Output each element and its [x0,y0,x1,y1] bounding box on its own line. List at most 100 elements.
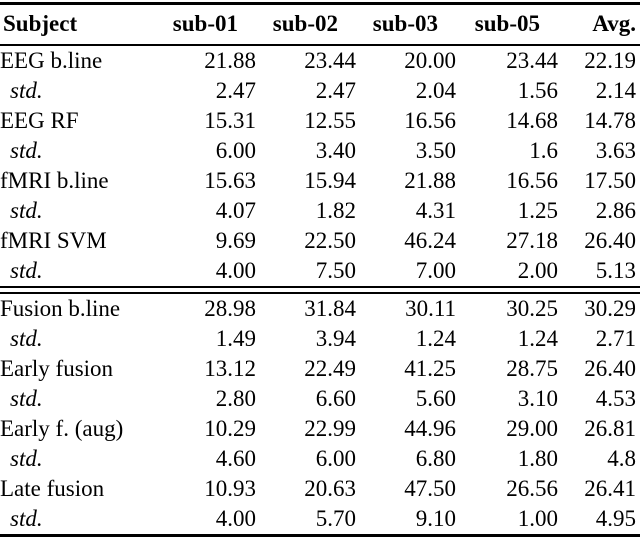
cell-value: 47.50 [404,475,456,501]
cell-value: 28.98 [204,295,256,321]
row-label: Late fusion [0,475,105,501]
cell-value: 2.80 [215,385,256,411]
cell-value: 4.60 [215,445,256,471]
cell-value: 15.63 [204,167,256,193]
table-row: Early f. (aug) 10.29 22.99 44.96 29.00 2… [0,414,640,444]
cell-value: 22.50 [304,227,356,253]
cell-value: 44.96 [404,415,456,441]
row-label: EEG RF [0,107,79,133]
table-section-fusion: Fusion b.line 28.98 31.84 30.11 30.25 30… [0,293,640,536]
cell-value: 10.29 [204,415,256,441]
table-row: Late fusion 10.93 20.63 47.50 26.56 26.4… [0,474,640,504]
table-row-std: std. 4.00 7.50 7.00 2.00 5.13 [0,256,640,287]
table-row-std: std. 2.47 2.47 2.04 1.56 2.14 [0,76,640,106]
cell-value: 6.60 [315,385,356,411]
cell-value: 7.50 [315,257,356,283]
cell-value: 26.40 [584,355,636,381]
cell-value: 17.50 [584,167,636,193]
cell-value: 3.94 [315,325,356,351]
table-row-std: std. 6.00 3.40 3.50 1.6 3.63 [0,136,640,166]
cell-value: 13.12 [204,355,256,381]
cell-value: 26.41 [584,475,636,501]
row-label: std. [10,385,43,411]
cell-value: 12.55 [304,107,356,133]
cell-value: 26.81 [584,415,636,441]
table-row-std: std. 1.49 3.94 1.24 1.24 2.71 [0,324,640,354]
cell-value: 15.94 [304,167,356,193]
cell-value: 22.99 [304,415,356,441]
cell-value: 5.70 [315,505,356,531]
column-header-sub-02: sub-02 [272,11,338,37]
cell-value: 6.80 [415,445,456,471]
double-rule-divider [0,285,640,294]
cell-value: 29.00 [506,415,558,441]
table-row: fMRI b.line 15.63 15.94 21.88 16.56 17.5… [0,166,640,196]
cell-value: 31.84 [304,295,356,321]
table-section-single-modality: EEG b.line 21.88 23.44 20.00 23.44 22.19… [0,45,640,287]
cell-value: 4.00 [215,257,256,283]
cell-value: 1.49 [215,325,256,351]
table-row-std: std. 4.00 5.70 9.10 1.00 4.95 [0,504,640,536]
cell-value: 2.47 [315,77,356,103]
row-label: std. [10,197,43,223]
cell-value: 21.88 [204,47,256,73]
cell-value: 20.00 [404,47,456,73]
column-header-sub-03: sub-03 [372,11,438,37]
cell-value: 46.24 [404,227,456,253]
cell-value: 6.00 [215,137,256,163]
cell-value: 23.44 [304,47,356,73]
cell-value: 16.56 [404,107,456,133]
table-row-std: std. 4.60 6.00 6.80 1.80 4.8 [0,444,640,474]
cell-value: 1.00 [517,505,558,531]
row-label: Early fusion [0,355,114,381]
cell-value: 41.25 [404,355,456,381]
cell-value: 2.47 [215,77,256,103]
cell-value: 5.13 [595,257,636,283]
row-label: std. [10,137,43,163]
table-row-std: std. 4.07 1.82 4.31 1.25 2.86 [0,196,640,226]
cell-value: 9.10 [415,505,456,531]
cell-value: 20.63 [304,475,356,501]
cell-value: 21.88 [404,167,456,193]
cell-value: 27.18 [506,227,558,253]
cell-value: 16.56 [506,167,558,193]
cell-value: 3.40 [315,137,356,163]
cell-value: 4.53 [595,385,636,411]
cell-value: 15.31 [204,107,256,133]
cell-value: 1.80 [517,445,558,471]
row-label: std. [10,505,43,531]
cell-value: 4.95 [595,505,636,531]
row-label: std. [10,77,43,103]
row-label: std. [10,325,43,351]
cell-value: 1.24 [415,325,456,351]
column-header-sub-05: sub-05 [474,11,540,37]
cell-value: 2.04 [415,77,456,103]
row-label: fMRI SVM [0,227,107,253]
column-header-avg: Avg. [592,11,636,37]
table-row: Fusion b.line 28.98 31.84 30.11 30.25 30… [0,293,640,324]
row-label: Fusion b.line [0,295,121,321]
cell-value: 14.68 [506,107,558,133]
column-header-sub-01: sub-01 [172,11,238,37]
cell-value: 1.56 [517,77,558,103]
cell-value: 30.11 [405,295,456,321]
cell-value: 5.60 [415,385,456,411]
cell-value: 10.93 [204,475,256,501]
cell-value: 14.78 [584,107,636,133]
row-label: std. [10,445,43,471]
cell-value: 6.00 [315,445,356,471]
table-row-std: std. 2.80 6.60 5.60 3.10 4.53 [0,384,640,414]
column-header-subject: Subject [3,11,78,37]
row-label: Early f. (aug) [0,415,124,441]
table-header: Subject sub-01 sub-02 sub-03 sub-05 Avg. [0,3,640,45]
cell-value: 1.25 [517,197,558,223]
cell-value: 1.24 [517,325,558,351]
table-row: fMRI SVM 9.69 22.50 46.24 27.18 26.40 [0,226,640,256]
cell-value: 26.56 [506,475,558,501]
cell-value: 4.07 [215,197,256,223]
cell-value: 1.6 [529,137,558,163]
cell-value: 22.49 [304,355,356,381]
cell-value: 2.86 [595,197,636,223]
cell-value: 4.8 [607,445,636,471]
